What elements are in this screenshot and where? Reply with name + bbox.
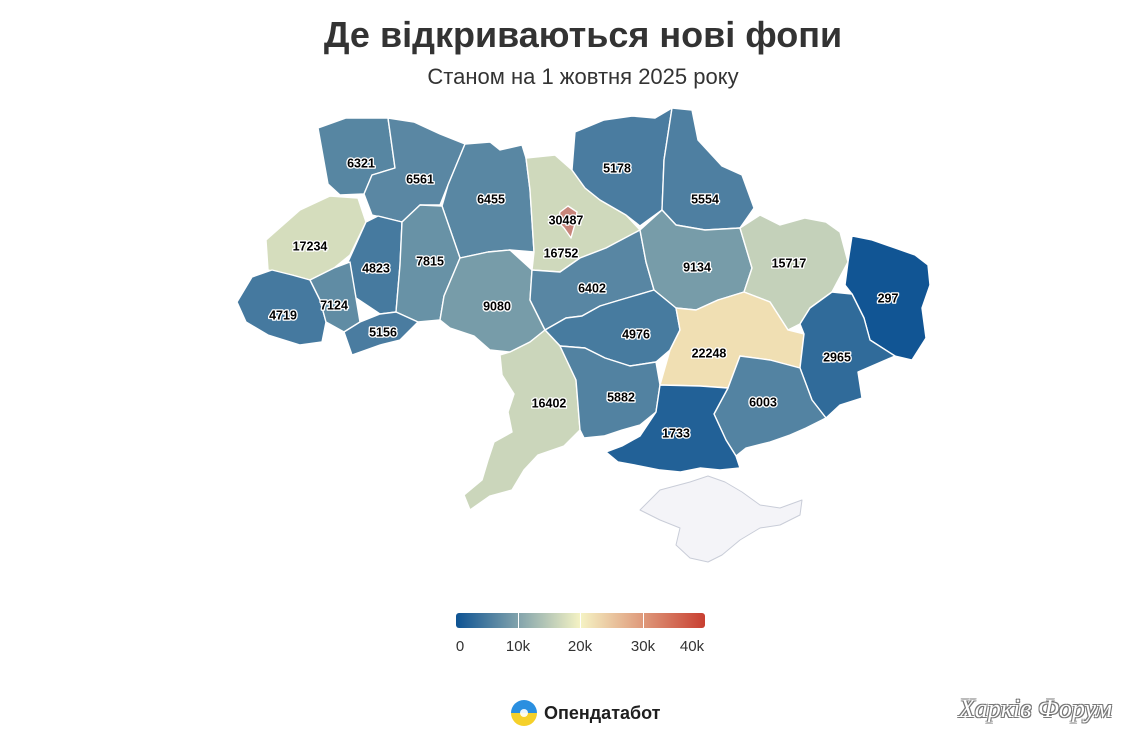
value-label-vinnytsia: 9080	[483, 299, 511, 313]
brand-name: Опендатабот	[544, 702, 661, 723]
map-subtitle: Станом на 1 жовтня 2025 року	[427, 64, 739, 89]
value-label-kharkiv: 15717	[772, 256, 807, 270]
value-label-poltava: 9134	[683, 260, 711, 274]
region-sumy[interactable]	[661, 107, 755, 231]
value-label-lviv: 17234	[293, 239, 328, 253]
legend-label-0: 0	[455, 638, 465, 655]
region-crimea[interactable]	[639, 475, 803, 563]
map-title: Де відкриваються нові фопи	[323, 14, 843, 55]
value-label-kyiv-city: 30487	[549, 213, 584, 227]
region-kherson[interactable]	[605, 384, 741, 473]
value-label-zakarpattia: 4719	[269, 308, 297, 322]
value-label-rivne: 6561	[406, 172, 434, 186]
region-kyiv-city[interactable]	[557, 205, 578, 239]
legend-tick-10k	[518, 613, 519, 628]
ukraine-choropleth-map: 6321 6561 6455 30487 16752 5178 5554 17234 4823 7…	[236, 107, 931, 563]
legend-tick-20k	[580, 613, 581, 628]
brand[interactable]: Опендатабот	[510, 699, 661, 727]
value-label-zaporizhzhia: 6003	[749, 395, 777, 409]
value-label-kirovohrad: 4976	[622, 327, 650, 341]
value-label-sumy: 5554	[691, 192, 719, 206]
value-label-zhytomyr: 6455	[477, 192, 505, 206]
region-odesa[interactable]	[463, 329, 581, 511]
value-label-odesa: 16402	[532, 396, 567, 410]
value-labels: 6321 6561 6455 30487 16752 5178 5554 17234 4823 7…	[268, 155, 900, 442]
value-label-khmelnytskyi: 7815	[416, 254, 444, 268]
value-label-volyn: 6321	[347, 156, 375, 170]
value-label-kyiv-oblast: 16752	[544, 246, 579, 260]
opendatabot-logo-icon	[511, 700, 537, 726]
value-label-ternopil: 4823	[362, 261, 390, 275]
value-label-donetsk: 2965	[823, 350, 851, 364]
region-chernivtsi[interactable]	[343, 311, 419, 356]
value-label-kherson: 1733	[662, 426, 690, 440]
legend-tick-30k	[643, 613, 644, 628]
value-label-cherkasy: 6402	[578, 281, 606, 295]
value-label-mykolaiv: 5882	[607, 390, 635, 404]
value-label-chernihiv: 5178	[603, 161, 631, 175]
legend-label-20k: 20k	[567, 638, 593, 655]
legend-label-40k: 40k	[679, 638, 705, 655]
value-label-dnipropetrovsk: 22248	[692, 346, 727, 360]
legend-label-10k: 10k	[505, 638, 531, 655]
value-label-ivano-frankivsk: 7124	[320, 298, 348, 312]
value-label-luhansk: 297	[878, 291, 899, 305]
region-mykolaiv[interactable]	[559, 345, 661, 439]
watermark: Харків Форум	[958, 694, 1112, 723]
regions-layer	[236, 107, 931, 563]
legend-label-30k: 30k	[630, 638, 656, 655]
value-label-chernivtsi: 5156	[369, 325, 397, 339]
